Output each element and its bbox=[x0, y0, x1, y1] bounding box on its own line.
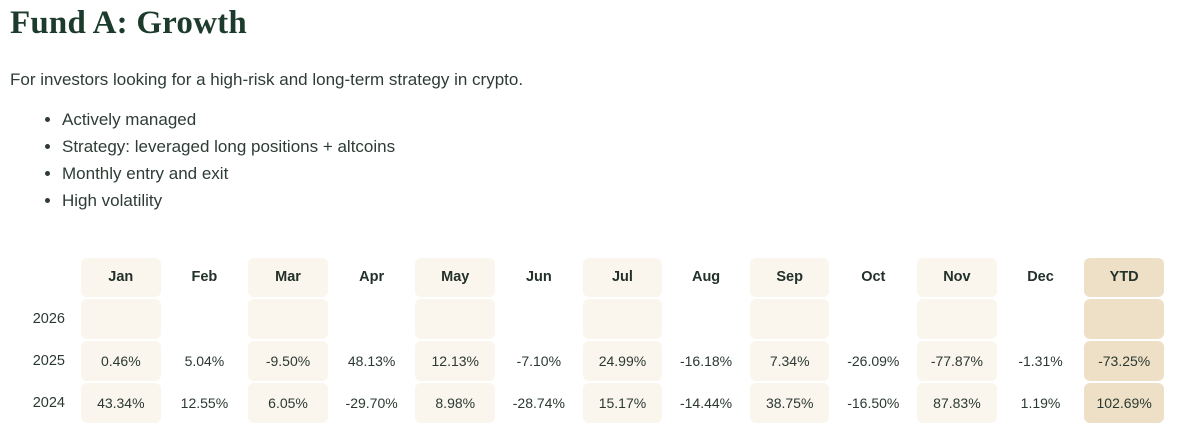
return-cell: -28.74% bbox=[512, 394, 565, 411]
return-cell: -16.50% bbox=[847, 394, 900, 411]
return-cell: 87.83% bbox=[917, 382, 997, 423]
column-header-feb: Feb bbox=[191, 269, 218, 286]
column-header-jan: Jan bbox=[81, 257, 161, 297]
return-cell: 43.34% bbox=[81, 382, 161, 423]
return-cell: 1.19% bbox=[1020, 394, 1061, 411]
return-cell: -77.87% bbox=[917, 340, 997, 381]
feature-list: Actively managedStrategy: leveraged long… bbox=[10, 106, 1200, 214]
fund-page: Fund A: Growth For investors looking for… bbox=[0, 0, 1200, 425]
return-cell bbox=[248, 298, 328, 339]
column-header-jul: Jul bbox=[582, 257, 663, 297]
corner-cell bbox=[4, 258, 77, 297]
return-cell: 12.55% bbox=[180, 394, 229, 411]
row-year-label: 2024 bbox=[32, 394, 65, 411]
return-cell: 12.13% bbox=[415, 340, 496, 381]
return-cell: -7.10% bbox=[516, 352, 562, 369]
return-cell bbox=[81, 298, 161, 339]
column-header-nov: Nov bbox=[917, 257, 997, 297]
column-header-sep: Sep bbox=[749, 257, 830, 297]
return-cell: 24.99% bbox=[582, 340, 663, 381]
return-cell bbox=[499, 299, 579, 339]
column-header-mar: Mar bbox=[248, 257, 328, 297]
return-cell: 6.05% bbox=[248, 382, 328, 423]
return-cell bbox=[917, 298, 997, 339]
feature-item: Strategy: leveraged long positions + alt… bbox=[62, 133, 1200, 160]
page-subtitle: For investors looking for a high-risk an… bbox=[10, 69, 524, 89]
return-cell: -14.44% bbox=[679, 394, 733, 411]
monthly-returns-table: Jan Feb Mar Apr May Jun Jul Aug Sep Oct Nov Dec YTD 2… bbox=[0, 256, 1168, 425]
feature-item: Actively managed bbox=[62, 106, 1200, 133]
return-cell: -73.25% bbox=[1084, 340, 1164, 381]
return-cell: -26.09% bbox=[847, 352, 900, 369]
table-row-2025: 2025 0.46% 5.04% -9.50% 48.13% 12.13% -7.10% 24… bbox=[4, 340, 1164, 381]
return-cell: -1.31% bbox=[1018, 352, 1063, 369]
return-cell bbox=[582, 298, 663, 339]
page-title: Fund A: Growth bbox=[10, 5, 247, 41]
return-cell bbox=[833, 299, 913, 339]
column-header-ytd: YTD bbox=[1084, 257, 1164, 297]
return-cell: -9.50% bbox=[248, 340, 328, 381]
column-header-apr: Apr bbox=[359, 269, 385, 286]
return-cell: 0.46% bbox=[81, 340, 161, 381]
column-header-jun: Jun bbox=[525, 269, 552, 286]
return-cell bbox=[165, 299, 245, 339]
feature-item: High volatility bbox=[62, 187, 1200, 214]
table-row-2024: 2024 43.34% 12.55% 6.05% -29.70% 8.98% -28.74%… bbox=[4, 382, 1164, 423]
row-year-label: 2026 bbox=[32, 310, 65, 327]
return-cell bbox=[415, 298, 496, 339]
table-row-2026: 2026 bbox=[4, 298, 1164, 339]
return-cell: 15.17% bbox=[582, 382, 663, 423]
return-cell: 48.13% bbox=[347, 352, 396, 369]
column-header-may: May bbox=[415, 257, 496, 297]
return-cell bbox=[749, 298, 830, 339]
return-cell bbox=[332, 299, 412, 339]
row-year-label: 2025 bbox=[32, 352, 65, 369]
table-header-row: Jan Feb Mar Apr May Jun Jul Aug Sep Oct Nov Dec YTD bbox=[4, 257, 1164, 297]
column-header-aug: Aug bbox=[691, 269, 721, 286]
return-cell bbox=[1001, 299, 1081, 339]
return-cell: 7.34% bbox=[749, 340, 830, 381]
column-header-oct: Oct bbox=[861, 269, 886, 286]
return-cell: -16.18% bbox=[679, 352, 733, 369]
return-cell bbox=[1084, 298, 1164, 339]
return-cell: 8.98% bbox=[415, 382, 496, 423]
column-header-dec: Dec bbox=[1027, 269, 1054, 286]
return-cell: 5.04% bbox=[184, 352, 225, 369]
return-cell: 38.75% bbox=[749, 382, 830, 423]
feature-item: Monthly entry and exit bbox=[62, 160, 1200, 187]
return-cell bbox=[666, 299, 746, 339]
return-cell: 102.69% bbox=[1084, 382, 1164, 423]
return-cell: -29.70% bbox=[345, 394, 398, 411]
